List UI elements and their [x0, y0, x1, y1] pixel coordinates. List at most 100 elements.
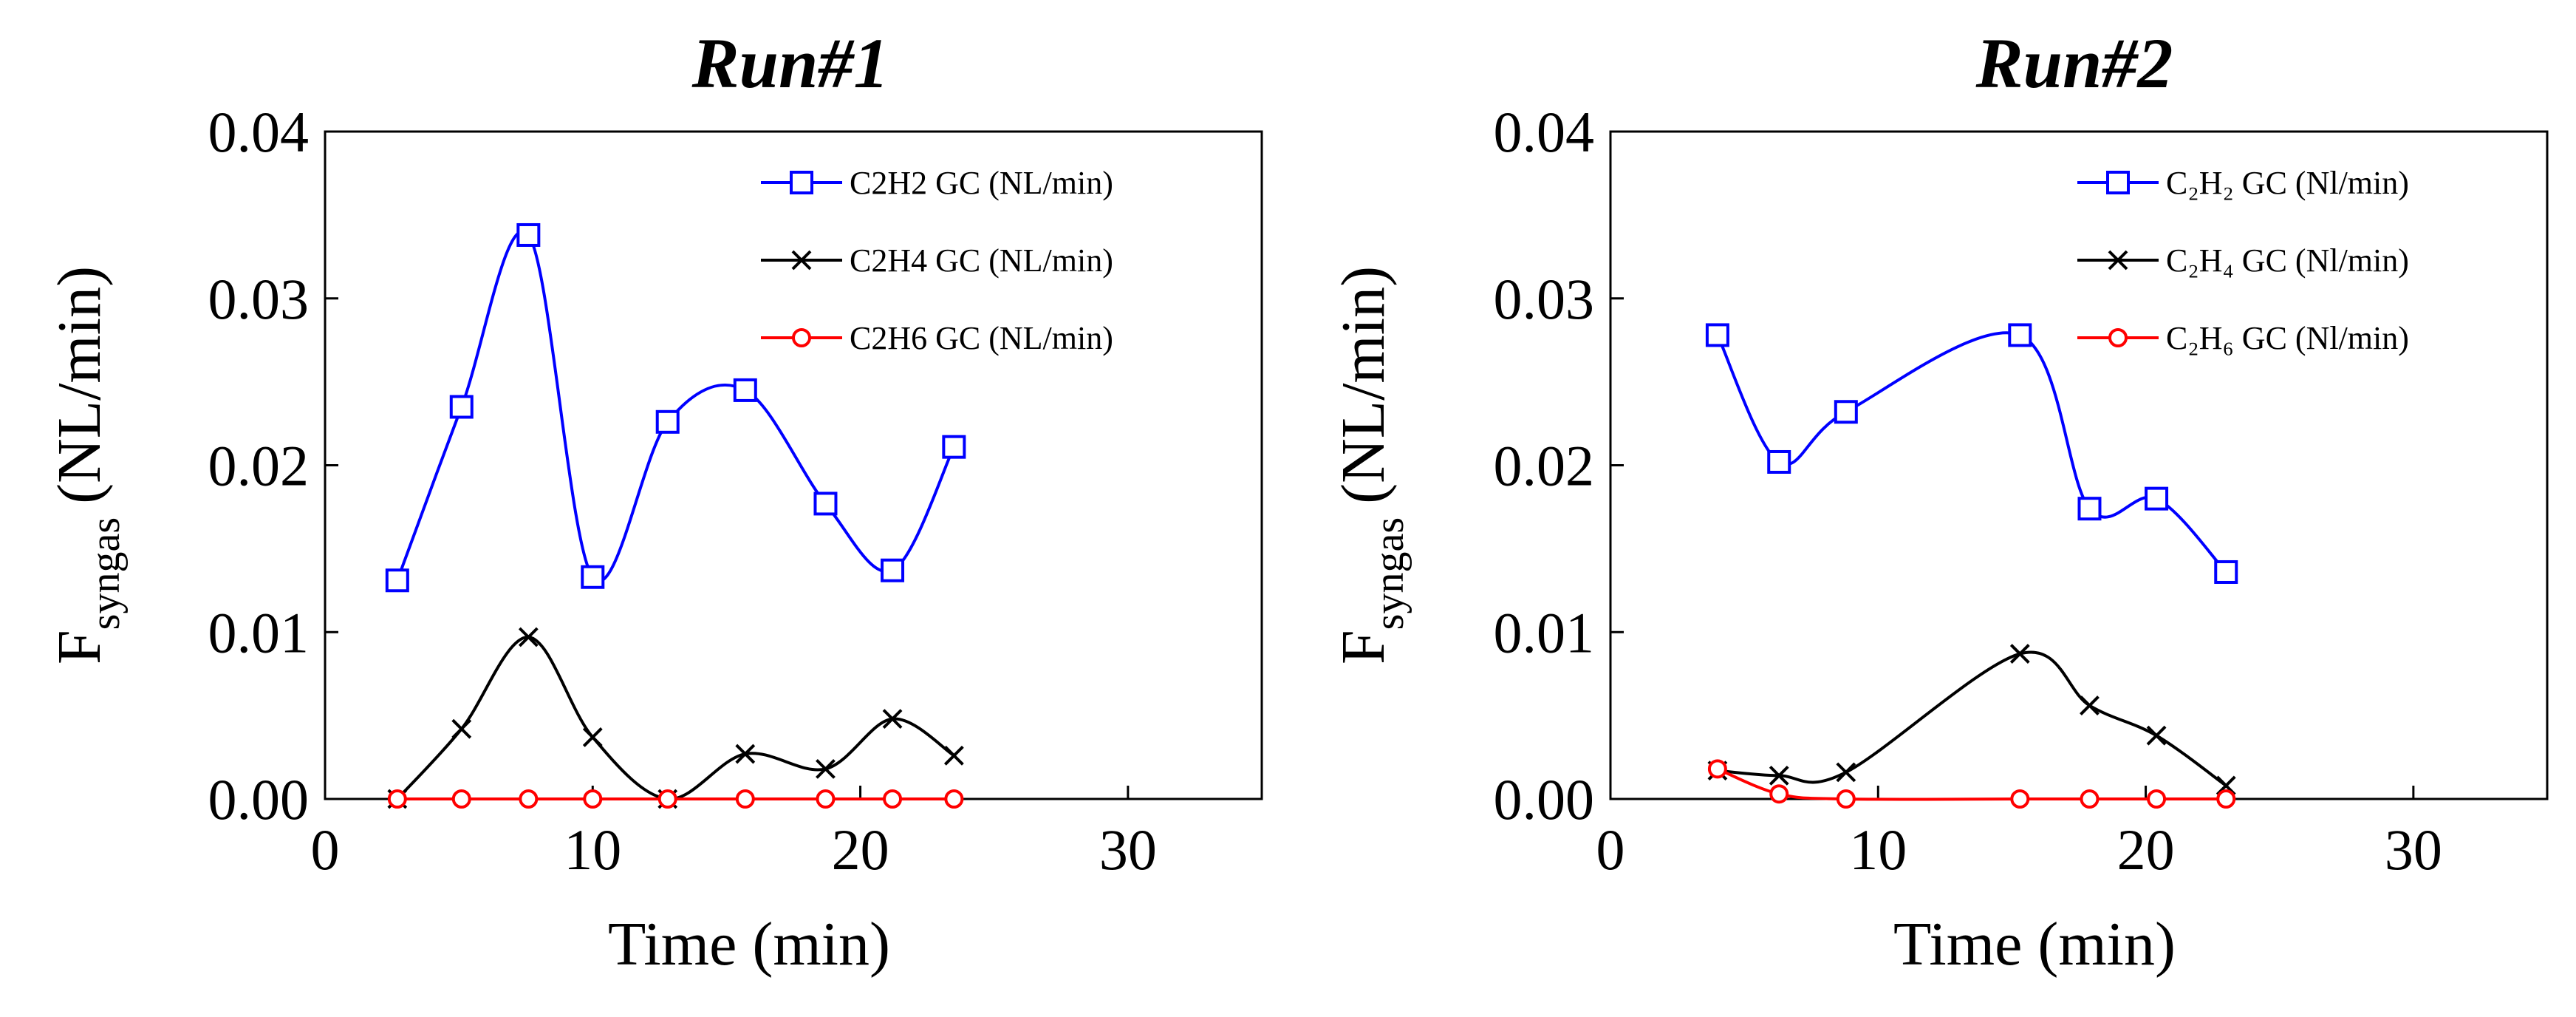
y-axis-label-unit: (NL/min) [1329, 266, 1398, 504]
data-point [2080, 789, 2100, 809]
y-axis-label-main: F [1329, 630, 1398, 664]
legend-marker [791, 250, 812, 271]
data-point [583, 789, 603, 809]
y-tick-label: 0.01 [1494, 600, 1595, 664]
data-point [882, 709, 903, 729]
data-point [2214, 559, 2238, 584]
legend-entry-1: C₂H₂ GC (Nl/min) [2077, 165, 2409, 201]
legend-label: C2H4 GC (NL/min) [850, 242, 1113, 279]
series-2 [387, 627, 964, 809]
data-point [1769, 784, 1789, 804]
legend-entry-2: C2H4 GC (NL/min) [761, 242, 1113, 279]
y-axis-label-sub: syngas [83, 517, 129, 630]
legend-entry-2: C₂H₄ GC (Nl/min) [2077, 242, 2409, 279]
data-point [735, 789, 755, 809]
data-point [881, 558, 905, 582]
data-point [451, 789, 471, 809]
data-point [2008, 323, 2032, 347]
y-tick-label: 0.04 [1494, 100, 1595, 164]
data-point [516, 222, 541, 247]
plot-frame [1609, 130, 2549, 800]
data-point [816, 789, 836, 809]
data-point [519, 789, 539, 809]
data-point [387, 789, 407, 809]
x-tick-label: 10 [1849, 817, 1907, 882]
x-axis-label: Time (min) [608, 910, 890, 979]
series-3 [387, 789, 964, 809]
x-tick-label: 30 [2385, 817, 2442, 882]
data-point [518, 627, 539, 647]
data-point [1705, 323, 1729, 347]
x-tick-label: 20 [832, 817, 889, 882]
data-point [2216, 789, 2236, 809]
chart-title: Run#2 [1975, 24, 2173, 103]
data-point [582, 727, 603, 747]
data-point [657, 789, 677, 809]
chart-title: Run#1 [691, 24, 889, 103]
data-point [1836, 762, 1856, 783]
data-point [944, 789, 964, 809]
y-tick-label: 0.02 [208, 434, 310, 498]
legend-marker [792, 328, 811, 347]
data-point [816, 758, 836, 779]
x-tick-label: 20 [2117, 817, 2175, 882]
y-axis-label-main: F [45, 630, 114, 664]
y-tick-label: 0.00 [208, 767, 310, 831]
legend-label: C₂H₄ GC (Nl/min) [2166, 242, 2409, 279]
chart-panel-1: Run#1 0.00 0.01 0.02 0.03 0.04 0 10 20 30 Time (mi… [45, 24, 1263, 979]
legend-label: C2H6 GC (NL/min) [850, 320, 1113, 356]
data-point [451, 718, 472, 739]
series-line [1717, 650, 2227, 787]
legend-entry-1: C2H2 GC (NL/min) [761, 165, 1113, 201]
data-point [733, 378, 757, 402]
data-point [883, 789, 903, 809]
y-axis-label-unit: (NL/min) [45, 266, 114, 504]
chart-panel-2: Run#2 0.00 0.01 0.02 0.03 0.04 0 10 20 30 Time (mi… [1329, 24, 2549, 979]
x-tick-label: 10 [564, 817, 621, 882]
data-point [2147, 789, 2167, 809]
y-axis-label: Fsyngas (NL/min) [1329, 266, 1412, 664]
legend-marker [2108, 250, 2128, 271]
x-tick-label: 0 [311, 817, 340, 882]
data-point [2080, 695, 2100, 715]
data-point [2145, 486, 2169, 511]
data-point [1707, 759, 1727, 779]
y-tick-label: 0.00 [1494, 767, 1595, 831]
legend-label: C2H2 GC (NL/min) [850, 165, 1113, 201]
series-line [1716, 331, 2227, 574]
data-point [1769, 765, 1789, 786]
plot-frame [324, 130, 1263, 800]
y-axis-label-sub: syngas [1367, 517, 1412, 630]
data-point [2010, 789, 2030, 809]
data-point [1834, 400, 1858, 424]
series-1 [385, 222, 966, 593]
data-point [2077, 497, 2102, 521]
data-point [813, 492, 838, 516]
series-2 [1707, 644, 2236, 796]
data-point [1767, 449, 1791, 474]
data-point [581, 565, 605, 589]
series-line [395, 230, 956, 583]
legend-marker [2108, 328, 2128, 347]
y-tick-label: 0.03 [208, 267, 310, 331]
x-tick-label: 0 [1596, 817, 1625, 882]
x-tick-label: 30 [1099, 817, 1157, 882]
data-point [385, 568, 409, 593]
x-axis-label: Time (min) [1893, 910, 2176, 979]
legend-label: C₂H₆ GC (Nl/min) [2166, 320, 2409, 356]
series-1 [1705, 323, 2238, 584]
y-tick-label: 0.03 [1494, 267, 1595, 331]
series-line [396, 636, 955, 801]
data-point [2009, 644, 2030, 664]
data-point [735, 744, 756, 764]
y-tick-label: 0.02 [1494, 434, 1595, 498]
data-point [1836, 789, 1856, 809]
data-point [655, 409, 680, 434]
legend-marker [790, 171, 813, 194]
y-tick-label: 0.04 [208, 100, 310, 164]
data-point [449, 395, 474, 419]
legend-entry-3: C2H6 GC (NL/min) [761, 320, 1113, 356]
legend-label: C₂H₂ GC (Nl/min) [2166, 165, 2409, 201]
